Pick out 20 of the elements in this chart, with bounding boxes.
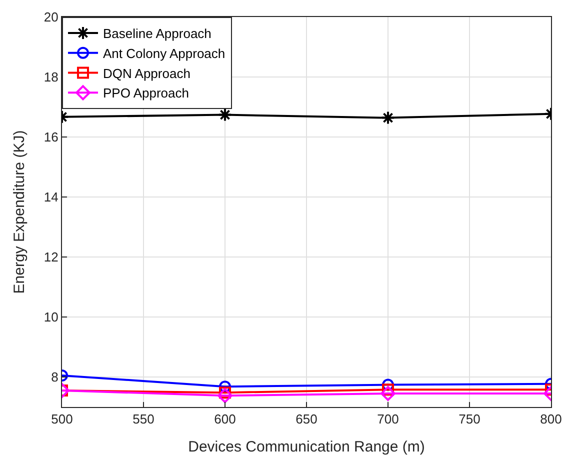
x-tick-label: 750 <box>458 412 480 427</box>
x-tick-label: 500 <box>51 412 73 427</box>
x-tick-label: 550 <box>132 412 154 427</box>
y-tick-label: 16 <box>44 130 58 145</box>
x-tick-label: 800 <box>540 412 562 427</box>
y-tick-label: 20 <box>44 10 58 25</box>
x-tick-label: 600 <box>214 412 236 427</box>
y-tick-label: 10 <box>44 310 58 325</box>
y-tick-label: 18 <box>44 70 58 85</box>
legend-label: Ant Colony Approach <box>103 46 226 61</box>
legend-label: Baseline Approach <box>103 26 212 42</box>
legend-label: PPO Approach <box>103 86 189 101</box>
y-tick-label: 8 <box>51 370 58 385</box>
legend-label: DQN Approach <box>103 66 190 81</box>
x-axis-title: Devices Communication Range (m) <box>188 438 425 456</box>
y-tick-label: 14 <box>44 190 58 205</box>
x-tick-label: 700 <box>377 412 399 427</box>
x-tick-label: 650 <box>296 412 318 427</box>
y-axis-title: Energy Expenditure (KJ) <box>11 130 28 294</box>
y-tick-label: 12 <box>44 250 58 265</box>
